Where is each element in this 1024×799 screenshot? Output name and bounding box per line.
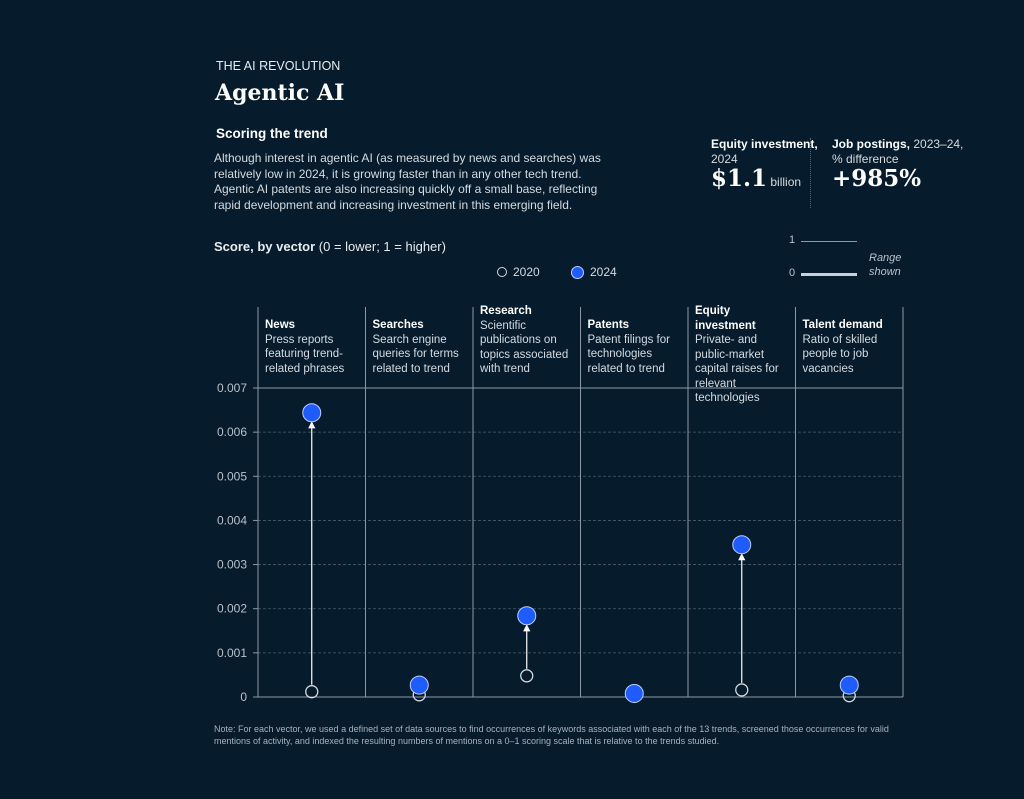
y-tick-label: 0.001 xyxy=(217,646,247,660)
stat-jobs: Job postings, 2023–24, % difference +985… xyxy=(832,137,963,190)
category-label: News xyxy=(265,319,296,331)
range-line-full xyxy=(801,241,857,242)
category-description: Scientific publications on topics associ… xyxy=(480,319,569,376)
y-tick-label: 0.004 xyxy=(217,513,247,527)
stat-label: Equity investment, xyxy=(711,137,818,151)
category-label: Searches xyxy=(372,319,424,331)
range-bottom-label: 0 xyxy=(789,267,796,279)
column-header: Patents Patent filings for technologies r… xyxy=(588,318,686,376)
category-description: Search engine queries for terms related … xyxy=(372,333,459,375)
legend-2024: 2024 xyxy=(571,265,617,279)
point-2020 xyxy=(305,685,319,699)
description: Although interest in agentic AI (as meas… xyxy=(214,151,601,212)
range-label-2: shown xyxy=(869,265,901,278)
y-tick-label: 0 xyxy=(240,690,247,704)
score-label: Score, by vector (0 = lower; 1 = higher) xyxy=(214,239,446,254)
range-top-label: 1 xyxy=(789,234,796,246)
subtitle: Scoring the trend xyxy=(216,126,328,141)
category-label: Equity investment xyxy=(695,305,756,332)
stat-sub: 2023–24, xyxy=(913,137,964,151)
category-description: Ratio of skilled people to job vacancies xyxy=(802,333,878,375)
stat-value: +985% xyxy=(832,165,922,192)
point-2024 xyxy=(409,675,429,695)
circle-filled-icon xyxy=(571,265,584,279)
footnote: Note: For each vector, we used a defined… xyxy=(214,724,889,746)
y-tick-label: 0.002 xyxy=(217,602,247,616)
circle-outline-icon xyxy=(497,267,507,277)
point-2024 xyxy=(839,675,859,695)
legend-2020: 2020 xyxy=(497,265,540,279)
stat-value: $1.1 xyxy=(711,165,768,192)
stat-sub2: % difference xyxy=(832,151,899,166)
column-header: Talent demand Ratio of skilled people to … xyxy=(803,318,901,376)
column-header: News Press reports featuring trend-relate… xyxy=(265,318,363,376)
range-shown-label: Range shown xyxy=(869,252,901,279)
stat-sub: 2024 xyxy=(711,151,738,166)
category-label: Patents xyxy=(587,319,630,331)
point-2020 xyxy=(735,683,749,697)
legend-label: 2024 xyxy=(590,265,617,279)
category-label: Research xyxy=(480,305,532,317)
kicker: THE AI REVOLUTION xyxy=(216,59,341,73)
column-header: Research Scientific publications on topic… xyxy=(480,304,578,377)
legend-label: 2020 xyxy=(513,265,540,279)
y-tick-label: 0.005 xyxy=(217,469,247,483)
column-header: Equity investment Private- and public-mar… xyxy=(695,304,793,406)
range-line-shown xyxy=(801,273,857,276)
point-2020 xyxy=(520,669,534,683)
score-label-rest: (0 = lower; 1 = higher) xyxy=(315,239,446,254)
point-2024 xyxy=(624,683,644,703)
score-label-bold: Score, by vector xyxy=(214,239,316,254)
y-tick-label: 0.006 xyxy=(217,425,247,439)
divider xyxy=(810,138,811,208)
y-tick-label: 0.003 xyxy=(217,558,247,572)
page-title: Agentic AI xyxy=(215,80,345,106)
category-label: Talent demand xyxy=(802,319,883,331)
category-description: Private- and public-market capital raise… xyxy=(695,334,779,404)
category-description: Press reports featuring trend-related ph… xyxy=(265,333,345,375)
point-2024 xyxy=(302,403,322,423)
point-2024 xyxy=(732,535,752,555)
column-header: Searches Search engine queries for terms … xyxy=(373,318,471,376)
stat-unit: billion xyxy=(770,175,802,189)
stat-equity: Equity investment, 2024 $1.1 billion xyxy=(711,137,818,190)
y-tick-label: 0.007 xyxy=(217,381,247,395)
stat-label: Job postings, xyxy=(832,137,910,151)
point-2024 xyxy=(517,606,537,626)
range-label-1: Range xyxy=(869,252,902,264)
category-description: Patent filings for technologies related … xyxy=(587,333,670,375)
